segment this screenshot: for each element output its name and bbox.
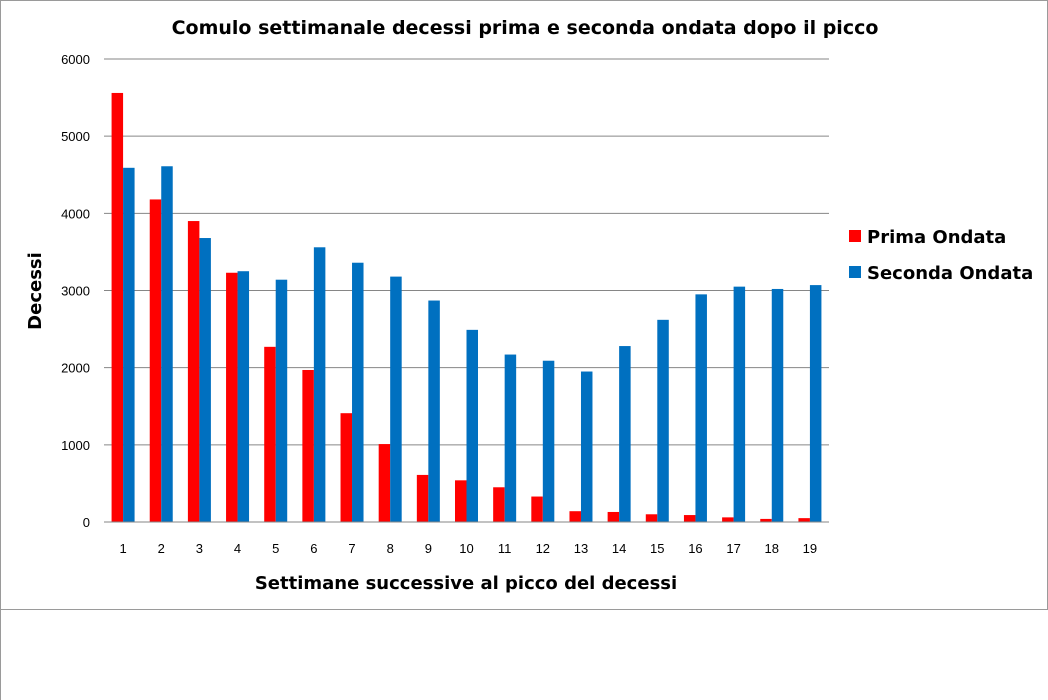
bar-prima-19 [798, 518, 810, 522]
chart-title: Comulo settimanale decessi prima e secon… [172, 17, 879, 39]
x-tick-label: 16 [688, 541, 702, 556]
x-tick-label: 2 [158, 541, 165, 556]
bar-seconda-18 [771, 288, 784, 522]
bar-prima-11 [493, 487, 505, 522]
legend-swatch-prima [849, 230, 861, 242]
x-tick-label: 6 [310, 541, 317, 556]
x-tick-label: 15 [650, 541, 664, 556]
bar-chart: Comulo settimanale decessi prima e secon… [25, 17, 1033, 594]
bar-prima-10 [455, 480, 467, 522]
bar-prima-14 [607, 511, 620, 522]
bar-seconda-13 [580, 371, 593, 522]
bar-prima-7 [340, 413, 353, 522]
legend: Prima Ondata Seconda Ondata [849, 227, 1033, 284]
y-tick-label: 3000 [61, 284, 90, 299]
bar-prima-17 [722, 517, 734, 522]
x-tick-label: 17 [726, 541, 740, 556]
x-tick-label: 10 [459, 541, 473, 556]
bar-seconda-6 [313, 247, 326, 522]
bars [111, 92, 822, 523]
chart-frame: Comulo settimanale decessi prima e secon… [0, 0, 1048, 610]
y-tick-label: 0 [83, 515, 90, 530]
x-tick-label: 1 [119, 541, 126, 556]
bar-prima-16 [683, 515, 696, 522]
x-tick-label: 7 [348, 541, 355, 556]
bar-seconda-16 [695, 294, 707, 522]
legend-swatch-seconda [849, 266, 861, 278]
bar-seconda-9 [428, 300, 440, 522]
legend-label-prima: Prima Ondata [867, 227, 1006, 248]
bar-seconda-11 [504, 354, 517, 522]
bar-seconda-2 [161, 166, 173, 523]
x-tick-label: 8 [387, 541, 394, 556]
grid-lines [104, 58, 829, 446]
bar-prima-4 [226, 272, 238, 522]
bar-seconda-3 [199, 238, 211, 522]
y-tick-label: 5000 [61, 129, 90, 144]
x-tick-label: 12 [536, 541, 550, 556]
bar-seconda-4 [237, 271, 250, 522]
bar-seconda-8 [390, 276, 402, 522]
bar-seconda-1 [123, 167, 135, 522]
bar-prima-5 [264, 346, 276, 522]
bar-seconda-5 [275, 279, 288, 522]
x-tick-label: 13 [574, 541, 588, 556]
bar-prima-8 [378, 444, 391, 522]
bar-seconda-19 [809, 285, 822, 522]
y-tick-label: 2000 [61, 361, 90, 376]
legend-label-seconda: Seconda Ondata [867, 263, 1033, 284]
bar-prima-9 [416, 474, 429, 522]
x-tick-label: 14 [612, 541, 626, 556]
bar-prima-18 [760, 518, 772, 522]
bar-prima-6 [302, 369, 314, 522]
bar-seconda-7 [352, 262, 364, 522]
empty-cell [0, 609, 1048, 700]
bar-seconda-17 [733, 286, 746, 522]
y-tick-label: 4000 [61, 206, 90, 221]
x-tick-label: 18 [765, 541, 779, 556]
bar-seconda-14 [619, 346, 631, 522]
bar-seconda-15 [657, 319, 669, 522]
x-axis-title: Settimane successive al picco del decess… [255, 573, 677, 594]
bar-prima-13 [569, 511, 581, 522]
bar-prima-2 [149, 199, 162, 522]
x-tick-label: 19 [803, 541, 817, 556]
bar-prima-12 [531, 496, 543, 522]
bar-seconda-12 [542, 360, 555, 522]
bar-prima-1 [111, 92, 124, 522]
x-tick-label: 5 [272, 541, 279, 556]
x-axis-ticks: 1 2 3 4 5 6 7 8 9 10 11 12 13 14 15 16 17 18 19 [119, 541, 817, 556]
x-tick-label: 3 [196, 541, 203, 556]
y-tick-label: 1000 [61, 438, 90, 453]
bar-seconda-10 [466, 329, 478, 522]
y-axis-ticks: 0 1000 2000 3000 4000 5000 6000 [61, 52, 90, 530]
y-axis-title: Decessi [25, 252, 46, 330]
x-tick-label: 4 [234, 541, 241, 556]
x-tick-label: 9 [425, 541, 432, 556]
x-tick-label: 11 [498, 541, 512, 556]
bar-prima-15 [645, 514, 658, 522]
y-tick-label: 6000 [61, 52, 90, 67]
bar-prima-3 [187, 221, 200, 523]
